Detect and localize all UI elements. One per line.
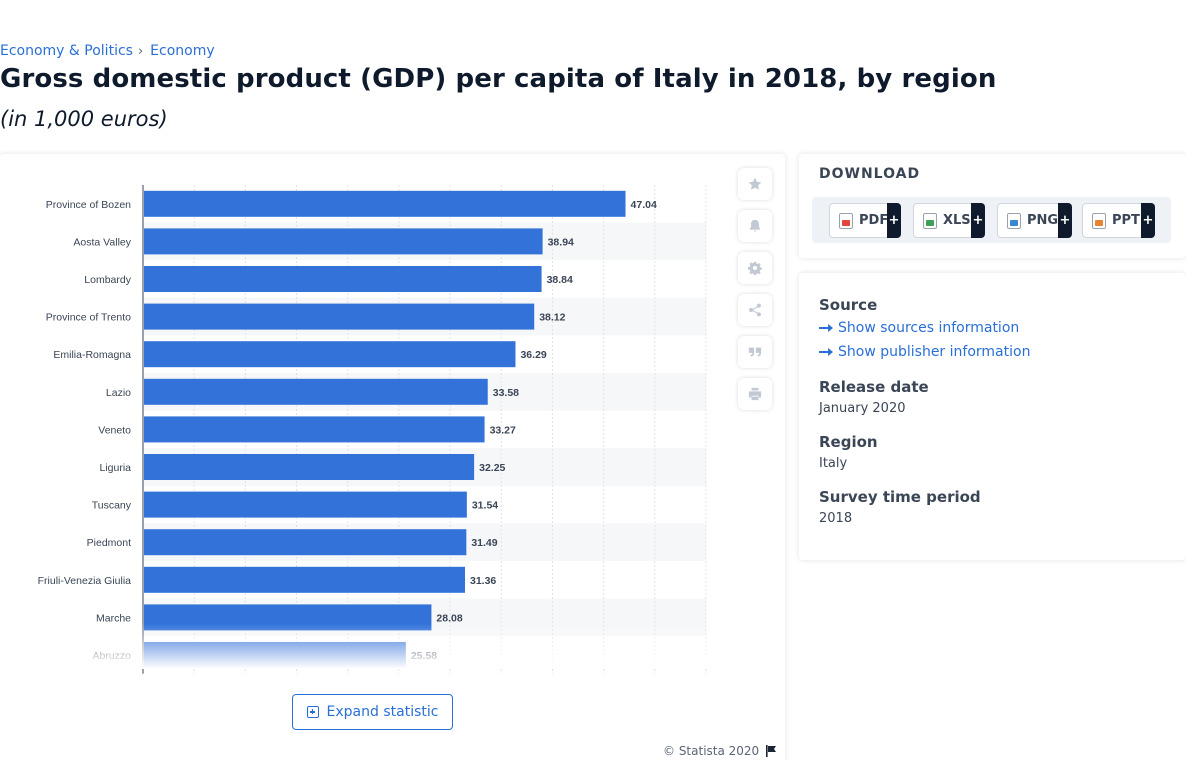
value-label: 38.94 (548, 236, 574, 248)
download-ppt-label: PPT (1112, 213, 1140, 228)
download-pdf-button[interactable]: PDF + (829, 203, 901, 238)
page-subtitle: (in 1,000 euros) (0, 107, 168, 131)
source-heading: Source (819, 296, 878, 314)
value-label: 31.36 (470, 575, 496, 587)
download-xls-plus: + (971, 203, 985, 238)
category-label: Tuscany (92, 500, 132, 512)
breadcrumb: Economy & Politics › Economy (0, 43, 215, 59)
bar-chart: Province of Bozen 47.04 Aosta Valley 38.94 L… (38, 185, 707, 674)
bar[interactable] (144, 491, 467, 518)
print-button[interactable] (738, 378, 772, 410)
value-label: 31.49 (471, 537, 497, 549)
release-date-value: January 2020 (819, 401, 906, 416)
download-card: DOWNLOAD PDF + XLS + PNG + PPT + (799, 154, 1186, 258)
show-sources-label: Show sources information (838, 320, 1020, 336)
region-heading: Region (819, 433, 878, 451)
value-label: 32.25 (479, 462, 505, 474)
value-label: 38.12 (539, 312, 565, 324)
bar[interactable] (144, 190, 626, 217)
breadcrumb-link-economy-politics[interactable]: Economy & Politics (0, 43, 133, 59)
value-label: 28.08 (436, 612, 462, 624)
flag-icon[interactable] (765, 745, 777, 757)
expand-statistic-button[interactable]: Expand statistic (292, 694, 453, 730)
info-card: Source Show sources information Show pub… (799, 273, 1186, 560)
bar[interactable] (144, 566, 466, 593)
share-icon (749, 303, 761, 317)
download-xls-button[interactable]: XLS + (913, 203, 985, 238)
pdf-file-icon (839, 212, 853, 229)
breadcrumb-link-economy[interactable]: Economy (150, 43, 215, 59)
category-label: Province of Trento (46, 312, 131, 324)
settings-button[interactable] (738, 252, 772, 284)
bar[interactable] (144, 303, 535, 330)
expand-icon (306, 706, 319, 718)
download-ppt-button[interactable]: PPT + (1082, 203, 1155, 238)
region-value: Italy (819, 456, 848, 471)
bar[interactable] (144, 416, 485, 443)
value-label: 33.58 (493, 387, 519, 399)
ppt-file-icon (1092, 212, 1106, 229)
value-label: 31.54 (472, 500, 498, 512)
xls-file-icon (923, 212, 937, 229)
bar[interactable] (144, 529, 467, 556)
value-label: 47.04 (631, 199, 657, 211)
bar[interactable] (144, 378, 488, 405)
show-publisher-link[interactable]: Show publisher information (819, 344, 1030, 360)
category-label: Veneto (98, 424, 131, 436)
category-label: Marche (96, 612, 131, 624)
star-icon (748, 177, 762, 190)
download-title: DOWNLOAD (819, 166, 921, 182)
favorite-button[interactable] (738, 168, 772, 200)
category-label: Lazio (106, 387, 131, 399)
expand-statistic-label: Expand statistic (326, 704, 439, 720)
copyright: © Statista 2020 (663, 744, 777, 758)
survey-period-value: 2018 (819, 511, 853, 526)
category-label: Emilia-Romagna (53, 349, 131, 361)
bar[interactable] (144, 266, 542, 292)
arrow-right-icon (819, 347, 833, 357)
download-png-plus: + (1058, 203, 1072, 238)
value-label: 33.27 (490, 424, 516, 436)
category-label: Lombardy (84, 274, 131, 286)
page-title: Gross domestic product (GDP) per capita … (0, 64, 997, 94)
release-date-heading: Release date (819, 378, 929, 396)
value-label: 36.29 (520, 349, 546, 361)
download-pdf-plus: + (887, 203, 901, 238)
gear-icon (748, 261, 762, 275)
download-pdf-label: PDF (859, 213, 889, 228)
category-label: Friuli-Venezia Giulia (38, 575, 132, 587)
category-label: Liguria (99, 462, 131, 474)
show-sources-link[interactable]: Show sources information (819, 320, 1019, 336)
bar[interactable] (144, 228, 543, 255)
chart-tools (738, 168, 772, 410)
cite-button[interactable] (738, 336, 772, 368)
category-label: Aosta Valley (73, 236, 131, 248)
arrow-right-icon (819, 323, 833, 333)
print-icon (748, 387, 762, 401)
category-label: Province of Bozen (46, 199, 131, 211)
notification-button[interactable] (738, 210, 772, 242)
category-label: Piedmont (87, 537, 131, 549)
bar[interactable] (144, 454, 475, 480)
bar[interactable] (144, 341, 516, 368)
download-bar: PDF + XLS + PNG + PPT + (812, 197, 1171, 243)
quote-icon (748, 347, 762, 357)
download-png-label: PNG (1027, 213, 1059, 228)
survey-period-heading: Survey time period (819, 488, 981, 506)
show-publisher-label: Show publisher information (838, 344, 1031, 360)
png-file-icon (1007, 212, 1021, 229)
download-ppt-plus: + (1141, 203, 1155, 238)
chart-card: Province of Bozen 47.04 Aosta Valley 38.94 L… (0, 154, 785, 760)
value-label: 38.84 (547, 274, 573, 286)
download-xls-label: XLS (943, 213, 971, 228)
breadcrumb-separator: › (137, 43, 144, 59)
copyright-text: © Statista 2020 (663, 744, 760, 758)
share-button[interactable] (738, 294, 772, 326)
chart-fade-overlay (0, 624, 785, 669)
bell-icon (749, 219, 761, 232)
download-png-button[interactable]: PNG + (997, 203, 1072, 238)
